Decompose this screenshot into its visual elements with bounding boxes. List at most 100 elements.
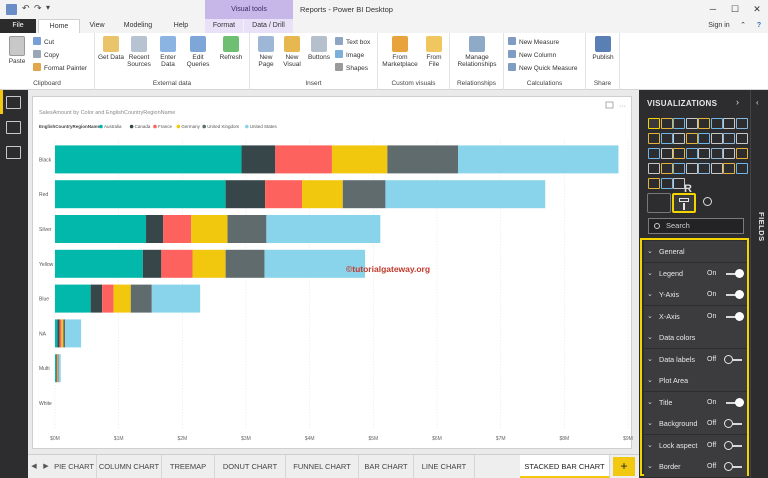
enter-data-button[interactable]: Enter Data [155,36,181,68]
from-file-button[interactable]: From File [421,36,447,68]
toggle-switch[interactable] [726,444,742,447]
bar-0-2[interactable] [275,145,332,174]
visual-type-icon[interactable] [735,148,748,159]
buttons-button[interactable]: Buttons [305,36,333,61]
publish-button[interactable]: Publish [589,36,617,61]
visual-type-icon[interactable] [648,118,660,129]
format-painter-button[interactable]: Format Painter [33,63,87,74]
format-paint-roller-icon[interactable] [672,193,696,213]
bar-6-0[interactable] [55,354,57,383]
minimize-button[interactable]: ─ [709,4,717,14]
toggle-switch[interactable] [726,294,742,296]
tab-view[interactable]: View [89,22,105,29]
bar-2-2[interactable] [163,215,192,243]
bar-4-1[interactable] [90,284,103,313]
visual-type-icon[interactable] [698,133,710,144]
visual-type-icon[interactable] [673,148,685,159]
format-section-border[interactable]: ⌄ Border Off [644,456,747,478]
visual-type-icon[interactable] [710,118,723,129]
analytics-magnifier-icon[interactable] [698,193,722,213]
bar-4-5[interactable] [151,284,201,313]
page-tab-donut-chart[interactable]: DONUT CHART [215,455,286,478]
toggle-switch[interactable] [726,401,742,404]
toggle-knob[interactable] [724,419,733,428]
recent-sources-button[interactable]: Recent Sources [124,36,154,68]
page-tab-stacked-bar-chart[interactable]: STACKED BAR CHART [520,455,610,478]
visual-type-icon[interactable] [698,163,710,174]
toggle-switch[interactable] [726,466,742,468]
visual-type-icon[interactable] [723,163,735,174]
visual-type-icon[interactable] [660,118,673,129]
r-visual-icon[interactable]: R [684,183,692,195]
bar-4-2[interactable] [102,284,114,313]
visual-type-icon[interactable] [685,118,698,129]
visual-type-icon[interactable] [710,148,723,159]
visual-type-icon[interactable] [735,163,748,174]
undo-icon[interactable]: ↶ [22,3,30,13]
image-button[interactable]: Image [335,50,364,61]
bar-3-5[interactable] [264,249,366,278]
page-tab-pie-chart[interactable]: PIE CHART [52,455,97,478]
focus-mode-icon[interactable] [605,101,614,109]
visual-type-icon[interactable] [648,178,660,189]
bar-0-0[interactable] [55,145,242,174]
fields-tab-icon[interactable] [647,193,671,213]
page-tab-column-chart[interactable]: COLUMN CHART [97,455,162,478]
visual-type-icon[interactable] [710,133,723,144]
redo-icon[interactable]: ↷ [34,3,42,13]
close-button[interactable]: ✕ [753,4,761,14]
help-icon[interactable]: ? [756,22,762,29]
visual-type-icon[interactable] [723,118,735,129]
visual-type-icon[interactable] [660,133,673,144]
bar-4-4[interactable] [130,284,152,313]
toggle-knob[interactable] [724,462,733,471]
format-section-general[interactable]: ⌄ General [644,241,747,263]
visual-type-icon[interactable] [673,133,685,144]
bar-1-4[interactable] [342,180,386,209]
new-column-button[interactable]: New Column [508,50,556,61]
fields-pane-collapsed[interactable]: ‹ FIELDS [750,90,768,478]
collapse-visualizations-icon[interactable]: › [736,97,739,107]
from-marketplace-button[interactable]: From Marketplace [380,36,420,68]
save-icon[interactable] [6,4,17,15]
new-measure-button[interactable]: New Measure [508,37,559,48]
sign-in-link[interactable]: Sign in [708,22,730,29]
visual-type-icon[interactable] [673,178,685,189]
format-section-plot-area[interactable]: ⌄ Plot Area [644,370,747,392]
copy-button[interactable]: Copy [33,50,59,61]
page-tab-funnel-chart[interactable]: FUNNEL CHART [286,455,359,478]
shapes-button[interactable]: Shapes [335,63,368,74]
tab-help[interactable]: Help [173,22,189,29]
customize-toolbar-icon[interactable]: ▾ [46,3,51,12]
visual-type-icon[interactable] [685,133,698,144]
page-tab-bar-chart[interactable]: BAR CHART [359,455,414,478]
paste-button[interactable]: Paste [4,36,30,65]
bar-0-1[interactable] [241,145,276,174]
bar-5-5[interactable] [65,319,82,348]
format-section-background[interactable]: ⌄ Background Off [644,413,747,435]
manage-relationships-button[interactable]: Manage Relationships [452,36,502,68]
bar-1-5[interactable] [385,180,546,209]
bar-1-2[interactable] [265,180,303,209]
get-data-button[interactable]: Get Data [98,36,124,61]
format-section-title[interactable]: ⌄ Title On [644,391,747,414]
bar-1-3[interactable] [302,180,343,209]
visual-type-icon[interactable] [735,133,748,144]
format-section-data-labels[interactable]: ⌄ Data labels Off [644,348,747,371]
visual-type-icon[interactable] [660,148,673,159]
stacked-bar-chart-visual[interactable]: SalesAmount by Color and EnglishCountryR… [32,96,633,449]
bar-5-4[interactable] [63,319,66,348]
toggle-switch[interactable] [726,423,742,425]
visual-type-icon[interactable] [673,163,685,174]
new-page-button[interactable]: New Page [253,36,279,68]
format-section-data-colors[interactable]: ⌄ Data colors [644,327,747,349]
tab-file[interactable]: File [0,19,36,33]
format-section-legend[interactable]: ⌄ Legend On [644,262,747,285]
bar-2-3[interactable] [191,215,228,243]
bar-0-3[interactable] [331,145,388,174]
tab-format[interactable]: Format [205,19,243,33]
bar-3-4[interactable] [225,249,265,278]
visual-type-icon[interactable] [648,148,660,159]
expand-fields-icon[interactable]: ‹ [756,98,759,107]
bar-0-5[interactable] [458,145,619,174]
